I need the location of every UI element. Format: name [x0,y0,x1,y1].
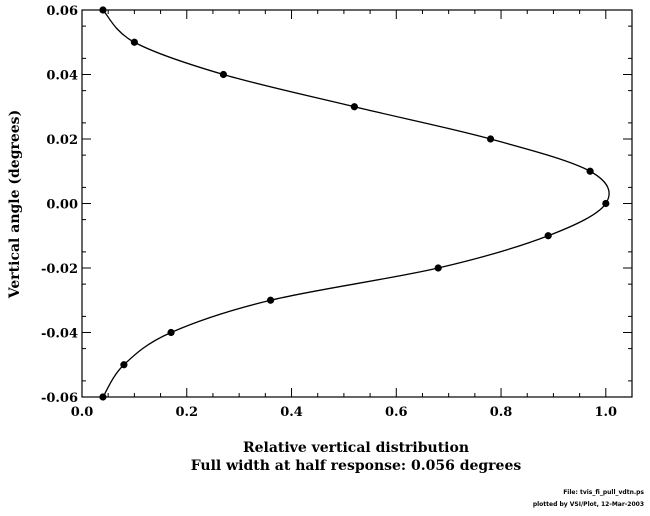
y-tick-label: -0.06 [41,391,78,406]
series-line [102,9,610,398]
x-tick-label: 0.0 [71,405,94,420]
data-point [167,328,175,337]
data-point [120,361,128,369]
data-point [544,232,552,240]
data-point [486,135,495,143]
axis-ticks [81,9,632,398]
x-tick-labels: 0.0 0.2 0.4 0.6 0.8 1.0 [71,405,617,420]
series-group [99,6,610,401]
data-point [586,167,594,175]
data-point [602,199,610,208]
y-axis-label: Vertical angle (degrees) [7,110,23,299]
x-axis-subtitle: Full width at half response: 0.056 degre… [191,458,522,474]
y-tick-label: 0.00 [46,198,78,213]
footnote-file: File: tvis_fi_pull_vdtn.ps [563,489,644,496]
x-tick-label: 0.2 [175,405,198,420]
x-tick-label: 0.4 [280,405,303,420]
footnote-plotted-by: plotted by VSI/Plot, 12-Mar-2003 [532,501,644,508]
y-tick-label: 0.02 [46,133,78,148]
data-point [266,296,275,304]
y-tick-label: 0.04 [46,69,78,84]
x-tick-label: 1.0 [594,405,617,420]
x-tick-label: 0.6 [385,405,408,420]
plot-frame [81,9,633,398]
data-point [99,6,107,14]
y-tick-label: -0.02 [41,262,78,277]
y-tick-labels: -0.06 -0.04 -0.02 0.00 0.02 0.04 0.06 [41,4,78,406]
x-axis-label: Relative vertical distribution [243,440,469,456]
y-tick-label: -0.04 [41,327,78,342]
plot-axes [81,9,633,398]
data-point [130,38,138,46]
y-tick-label: 0.06 [46,4,78,19]
x-tick-label: 0.8 [490,405,513,420]
data-point [219,70,228,79]
data-point [350,103,358,111]
data-point [99,393,107,401]
data-point [434,264,442,272]
